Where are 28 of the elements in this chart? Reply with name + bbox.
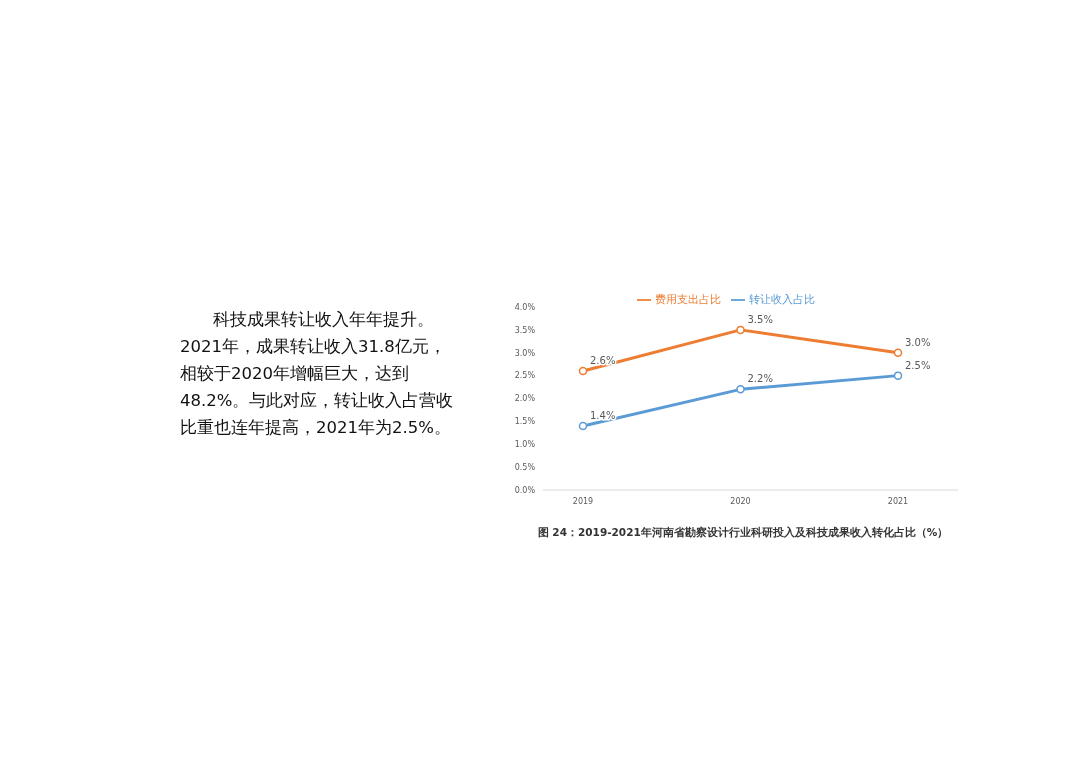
data-label: 1.4% bbox=[590, 409, 616, 421]
point bbox=[736, 385, 745, 394]
text: 科技成果转让收入年年提升。2021年，成果转让收入31.8亿元，相较于2020年增幅巨大，达到48.2%。与此对应，转让收入占营收比重也连年提高，2021年为2.5%。 bbox=[180, 309, 455, 439]
point bbox=[893, 348, 903, 357]
data-label: 2.2% bbox=[747, 373, 773, 385]
point bbox=[736, 325, 745, 335]
y-tick-label: 0.5% bbox=[514, 462, 536, 472]
y-tick-label: 2.0% bbox=[514, 394, 536, 404]
y-tick-label: 3.5% bbox=[514, 325, 536, 335]
y-tick-label: 3.0% bbox=[514, 348, 536, 358]
data-label: 2.6% bbox=[590, 355, 616, 367]
x-tick-label: 2021 bbox=[887, 496, 909, 506]
caption: 图 24：2019-2021年河南省勘察设计行业科研投入及科技成果收入转化占比（%） bbox=[536, 526, 950, 540]
data-label: 3.0% bbox=[905, 336, 931, 348]
data-label: 3.5% bbox=[747, 313, 773, 325]
y-tick-label: 1.0% bbox=[514, 440, 536, 450]
y-tick-label: 0.0% bbox=[514, 485, 536, 495]
y-tick-label: 2.5% bbox=[514, 371, 536, 381]
data-label: 2.5% bbox=[905, 359, 931, 371]
y-tick-label: 1.5% bbox=[514, 417, 536, 427]
x-tick-label: 2020 bbox=[730, 496, 751, 506]
point bbox=[578, 421, 588, 431]
point bbox=[893, 371, 903, 380]
y-tick-label: 4.0% bbox=[514, 302, 536, 312]
x-tick-label: 2019 bbox=[572, 496, 594, 506]
legend-label: 转让收入占比 bbox=[748, 293, 815, 306]
legend-label: 费用支出占比 bbox=[654, 293, 721, 306]
point bbox=[578, 366, 588, 376]
